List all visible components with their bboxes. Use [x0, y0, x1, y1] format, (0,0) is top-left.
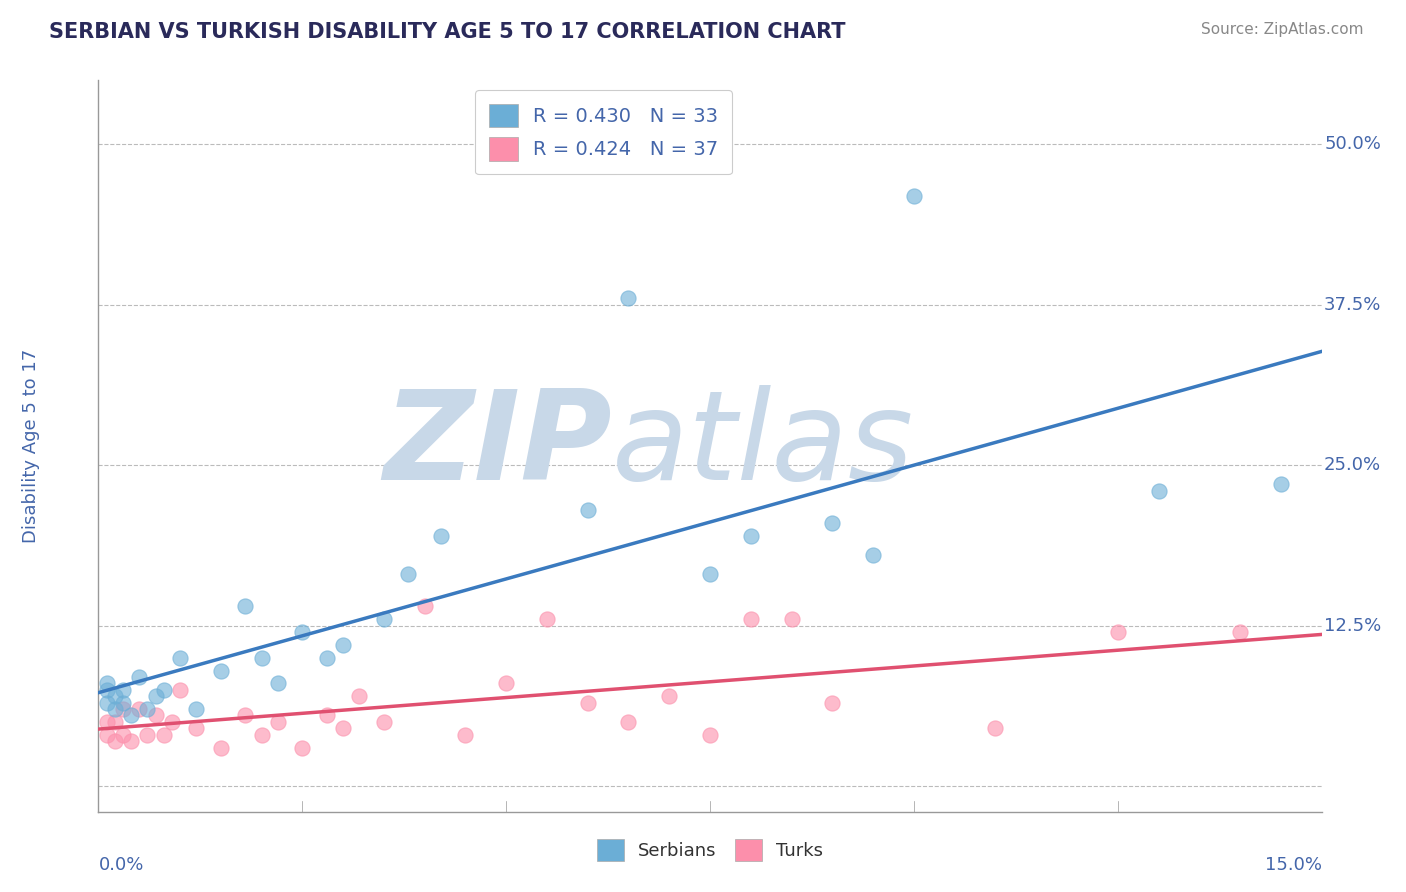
- Point: [291, 740, 314, 755]
- Point: [120, 734, 142, 748]
- Point: [169, 682, 191, 697]
- Point: [152, 728, 174, 742]
- Point: [233, 599, 256, 614]
- Point: [1107, 625, 1129, 640]
- Point: [145, 690, 167, 704]
- Point: [136, 728, 159, 742]
- Point: [104, 734, 127, 748]
- Point: [267, 714, 290, 729]
- Point: [332, 721, 354, 735]
- Point: [617, 292, 640, 306]
- Point: [120, 708, 142, 723]
- Point: [349, 690, 371, 704]
- Point: [267, 676, 290, 690]
- Point: [332, 638, 354, 652]
- Point: [169, 650, 191, 665]
- Point: [495, 676, 517, 690]
- Point: [699, 567, 721, 582]
- Point: [315, 650, 337, 665]
- Point: [250, 728, 273, 742]
- Point: [413, 599, 436, 614]
- Point: [396, 567, 419, 582]
- Point: [373, 612, 395, 626]
- Point: [740, 612, 762, 626]
- Point: [699, 728, 721, 742]
- Point: [291, 625, 314, 640]
- Point: [111, 702, 134, 716]
- Point: [96, 682, 118, 697]
- Text: ZIP: ZIP: [384, 385, 612, 507]
- Point: [1229, 625, 1251, 640]
- Point: [145, 708, 167, 723]
- Point: [111, 696, 134, 710]
- Legend: Serbians, Turks: Serbians, Turks: [589, 832, 831, 869]
- Text: 37.5%: 37.5%: [1324, 296, 1382, 314]
- Point: [576, 503, 599, 517]
- Point: [233, 708, 256, 723]
- Point: [104, 702, 127, 716]
- Point: [984, 721, 1007, 735]
- Point: [96, 696, 118, 710]
- Point: [209, 740, 232, 755]
- Point: [658, 690, 681, 704]
- Text: 12.5%: 12.5%: [1324, 616, 1381, 634]
- Point: [128, 702, 150, 716]
- Point: [821, 696, 844, 710]
- Point: [104, 714, 127, 729]
- Text: 25.0%: 25.0%: [1324, 456, 1381, 475]
- Text: SERBIAN VS TURKISH DISABILITY AGE 5 TO 17 CORRELATION CHART: SERBIAN VS TURKISH DISABILITY AGE 5 TO 1…: [49, 22, 846, 42]
- Point: [315, 708, 337, 723]
- Point: [821, 516, 844, 530]
- Point: [160, 714, 183, 729]
- Point: [740, 529, 762, 543]
- Point: [104, 690, 127, 704]
- Point: [1270, 477, 1292, 491]
- Point: [128, 670, 150, 684]
- Text: 50.0%: 50.0%: [1324, 136, 1381, 153]
- Point: [250, 650, 273, 665]
- Point: [780, 612, 803, 626]
- Text: atlas: atlas: [612, 385, 914, 507]
- Point: [111, 728, 134, 742]
- Point: [617, 714, 640, 729]
- Point: [209, 664, 232, 678]
- Point: [536, 612, 558, 626]
- Text: Disability Age 5 to 17: Disability Age 5 to 17: [22, 349, 41, 543]
- Point: [152, 682, 174, 697]
- Point: [186, 702, 208, 716]
- Point: [454, 728, 477, 742]
- Point: [862, 548, 884, 562]
- Point: [373, 714, 395, 729]
- Point: [430, 529, 453, 543]
- Point: [111, 682, 134, 697]
- Point: [186, 721, 208, 735]
- Point: [576, 696, 599, 710]
- Point: [96, 728, 118, 742]
- Text: 0.0%: 0.0%: [98, 855, 143, 873]
- Point: [96, 676, 118, 690]
- Text: Source: ZipAtlas.com: Source: ZipAtlas.com: [1201, 22, 1364, 37]
- Point: [903, 188, 925, 202]
- Point: [96, 714, 118, 729]
- Text: 15.0%: 15.0%: [1264, 855, 1322, 873]
- Point: [136, 702, 159, 716]
- Point: [1147, 483, 1170, 498]
